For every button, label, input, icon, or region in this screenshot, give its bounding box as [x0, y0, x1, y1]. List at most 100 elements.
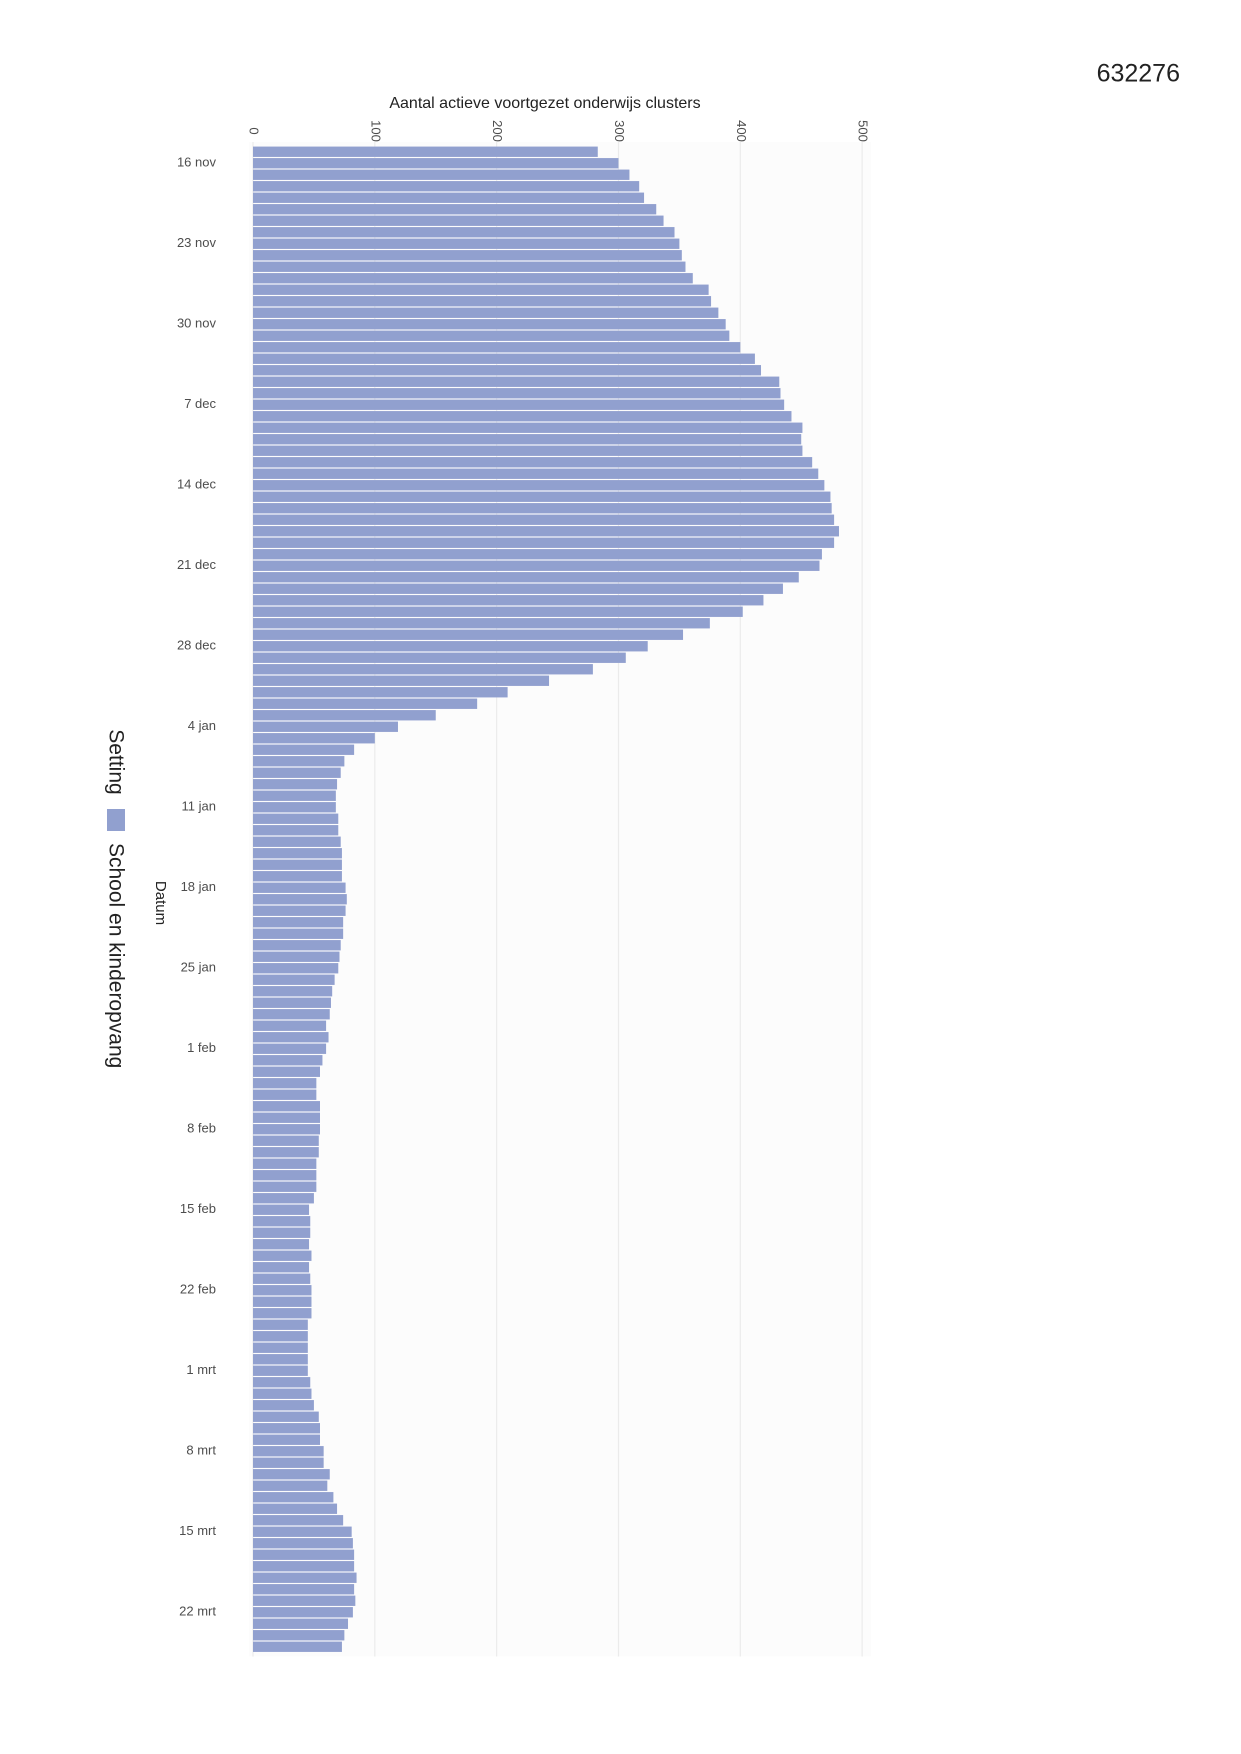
bar — [253, 1285, 312, 1296]
bar — [253, 1147, 319, 1158]
y-axis-title: Datum — [152, 881, 169, 925]
bar — [253, 1227, 311, 1238]
bar — [253, 445, 803, 456]
bar — [253, 917, 344, 928]
bar — [253, 1020, 327, 1031]
bar — [253, 572, 799, 583]
bar — [253, 181, 640, 192]
bar — [253, 1089, 317, 1100]
bar — [253, 227, 675, 238]
bar — [253, 1549, 355, 1560]
document-id: 632276 — [1097, 60, 1180, 88]
bar — [253, 1262, 310, 1273]
y-tick-label: 7 dec — [184, 396, 216, 411]
bar — [253, 411, 792, 422]
bar — [253, 215, 664, 226]
legend-swatch — [107, 809, 125, 831]
bar — [253, 1561, 355, 1572]
y-tick-label: 23 nov — [177, 235, 217, 250]
bar — [253, 1250, 312, 1261]
bar — [253, 710, 436, 721]
bar — [253, 1595, 356, 1606]
bar — [253, 560, 820, 571]
y-tick-label: 8 feb — [187, 1121, 216, 1136]
bar — [253, 434, 802, 445]
bar — [253, 1446, 324, 1457]
bar — [253, 250, 682, 261]
bar — [253, 204, 657, 215]
bar — [253, 1434, 321, 1445]
bar — [253, 1400, 314, 1411]
bar — [253, 1457, 324, 1468]
bar — [253, 664, 593, 675]
legend-title: Setting — [104, 729, 127, 794]
bar — [253, 353, 755, 364]
bar — [253, 192, 645, 203]
bar — [253, 1492, 334, 1503]
bar — [253, 1193, 314, 1204]
bar — [253, 365, 762, 376]
bar — [253, 779, 338, 790]
bar — [253, 583, 783, 594]
bar — [253, 894, 347, 905]
bar — [253, 1331, 308, 1342]
bar — [253, 963, 339, 974]
bar — [253, 1526, 352, 1537]
bar — [253, 158, 619, 169]
x-tick-label: 100 — [368, 120, 383, 142]
bar — [253, 1630, 345, 1641]
bar — [253, 526, 839, 537]
bar — [253, 1066, 321, 1077]
y-tick-label: 16 nov — [177, 155, 217, 170]
bar — [253, 399, 785, 410]
bar — [253, 422, 803, 433]
y-tick-label: 21 dec — [177, 557, 217, 572]
bar — [253, 1319, 308, 1330]
bar — [253, 1618, 349, 1629]
bar — [253, 491, 831, 502]
bar — [253, 296, 712, 307]
bar — [253, 1009, 330, 1020]
bar — [253, 1538, 353, 1549]
bar — [253, 1480, 328, 1491]
bar — [253, 1216, 311, 1227]
bar — [253, 744, 355, 755]
y-tick-label: 14 dec — [177, 477, 217, 492]
bar — [253, 1101, 321, 1112]
x-tick-label: 300 — [612, 120, 627, 142]
bar — [253, 342, 741, 353]
bar — [253, 330, 730, 341]
bar — [253, 940, 341, 951]
bar — [253, 825, 339, 836]
x-tick-label: 500 — [856, 120, 871, 142]
y-tick-label: 15 feb — [180, 1201, 216, 1216]
bar — [253, 307, 719, 318]
bar — [253, 1078, 317, 1089]
y-tick-label: 28 dec — [177, 638, 217, 653]
bar — [253, 514, 835, 525]
bar — [253, 1308, 312, 1319]
legend-label: School en kinderopvang — [104, 843, 127, 1068]
bar — [253, 1365, 308, 1376]
bar — [253, 1296, 312, 1307]
bar — [253, 756, 345, 767]
bar — [253, 928, 344, 939]
bar — [253, 1112, 321, 1123]
bar — [253, 457, 813, 468]
y-tick-label: 8 mrt — [186, 1443, 216, 1458]
bar — [253, 721, 398, 732]
bar — [253, 1239, 310, 1250]
bar — [253, 836, 341, 847]
bar — [253, 503, 832, 514]
bar — [253, 629, 684, 640]
bar — [253, 146, 598, 157]
bar — [253, 1124, 321, 1135]
bar — [253, 802, 336, 813]
bar — [253, 273, 693, 284]
bar — [253, 595, 764, 606]
bar — [253, 1354, 308, 1365]
bar — [253, 537, 835, 548]
bar — [253, 1158, 317, 1169]
bar — [253, 1584, 355, 1595]
bar — [253, 652, 626, 663]
